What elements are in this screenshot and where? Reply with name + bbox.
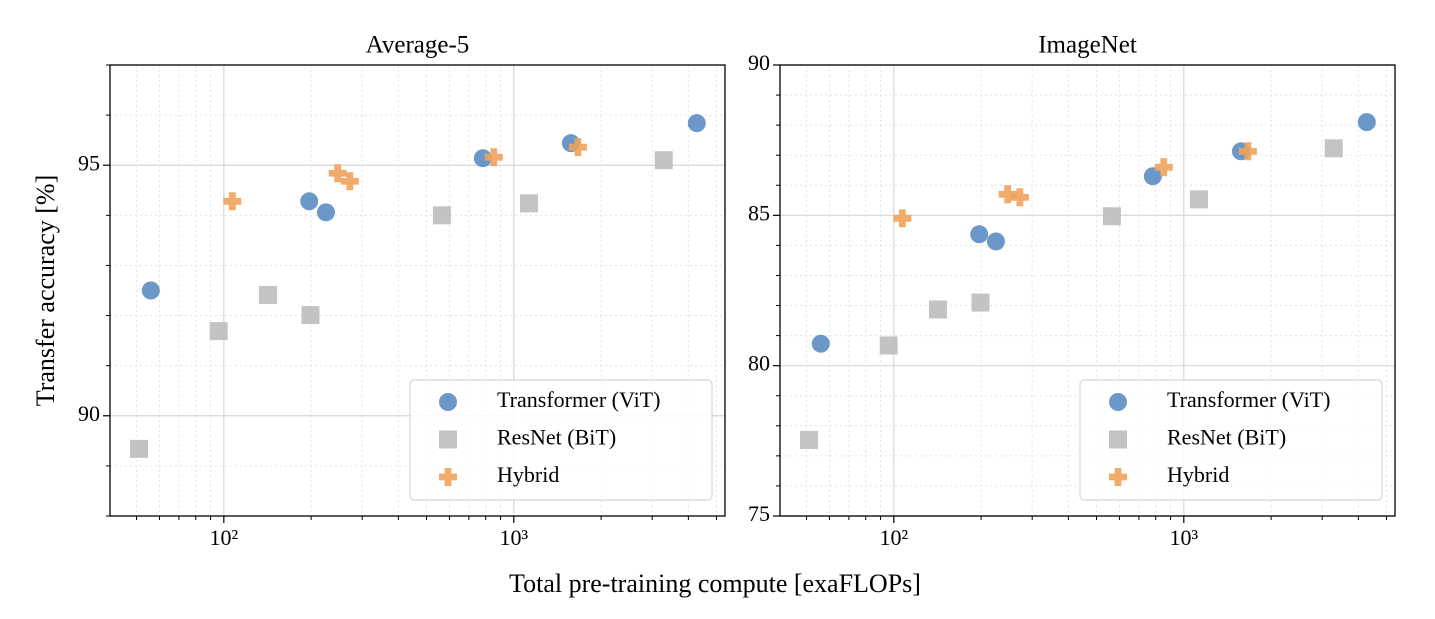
legend-label: ResNet (BiT) — [1167, 425, 1286, 450]
legend-marker — [439, 393, 457, 411]
point — [998, 185, 1017, 204]
y-tick-label: 75 — [748, 501, 770, 526]
point — [654, 151, 673, 170]
point — [519, 194, 538, 213]
point — [316, 203, 335, 222]
y-tick-label: 90 — [748, 50, 770, 75]
point — [1238, 142, 1257, 161]
point — [1143, 167, 1162, 186]
point — [258, 286, 277, 305]
point — [432, 206, 451, 225]
legend-marker — [1109, 393, 1127, 411]
point — [1154, 158, 1173, 177]
point — [971, 293, 990, 312]
y-tick-label: 95 — [78, 150, 100, 175]
legend-marker — [439, 430, 457, 449]
axes-frame — [779, 64, 1396, 517]
x-tick-label: 10² — [210, 525, 239, 550]
point — [484, 148, 503, 167]
point — [1324, 139, 1343, 158]
y-tick-label: 80 — [748, 351, 770, 376]
legend-box — [1079, 379, 1383, 501]
point — [879, 336, 898, 355]
legend-label: Hybrid — [497, 462, 559, 487]
legend-marker — [1109, 430, 1127, 449]
point — [1357, 113, 1376, 132]
point — [328, 164, 347, 183]
legend-marker — [439, 468, 457, 486]
x-tick-label: 10² — [880, 525, 909, 550]
point — [473, 149, 492, 168]
point — [1189, 190, 1208, 209]
axes-frame — [109, 64, 726, 517]
chart-title: Average-5 — [366, 32, 470, 59]
point — [130, 439, 149, 458]
point — [986, 232, 1005, 251]
legend-marker — [1109, 468, 1127, 486]
point — [141, 281, 160, 300]
point — [893, 209, 912, 228]
point — [568, 138, 587, 157]
legend-label: Transformer (ViT) — [497, 387, 660, 412]
point — [1010, 188, 1029, 207]
y-tick-label: 85 — [748, 200, 770, 225]
x-tick-label: 10³ — [499, 525, 528, 550]
point — [970, 225, 989, 244]
point — [811, 334, 830, 353]
point — [800, 430, 819, 449]
x-axis-label: Total pre-training compute [exaFLOPs] — [509, 569, 921, 598]
chart-title: ImageNet — [1038, 32, 1137, 59]
point — [687, 114, 706, 133]
y-tick-label: 90 — [78, 401, 100, 426]
y-axis-label: Transfer accuracy [%] — [31, 175, 60, 406]
point — [209, 322, 228, 341]
legend-label: Transformer (ViT) — [1167, 387, 1330, 412]
point — [300, 192, 319, 211]
point — [301, 306, 320, 325]
legend-label: ResNet (BiT) — [497, 425, 616, 450]
point — [1102, 207, 1121, 226]
point — [223, 192, 242, 211]
x-tick-label: 10³ — [1169, 525, 1198, 550]
point — [928, 300, 947, 319]
legend-label: Hybrid — [1167, 462, 1229, 487]
legend-box — [409, 379, 713, 501]
point — [340, 172, 359, 191]
